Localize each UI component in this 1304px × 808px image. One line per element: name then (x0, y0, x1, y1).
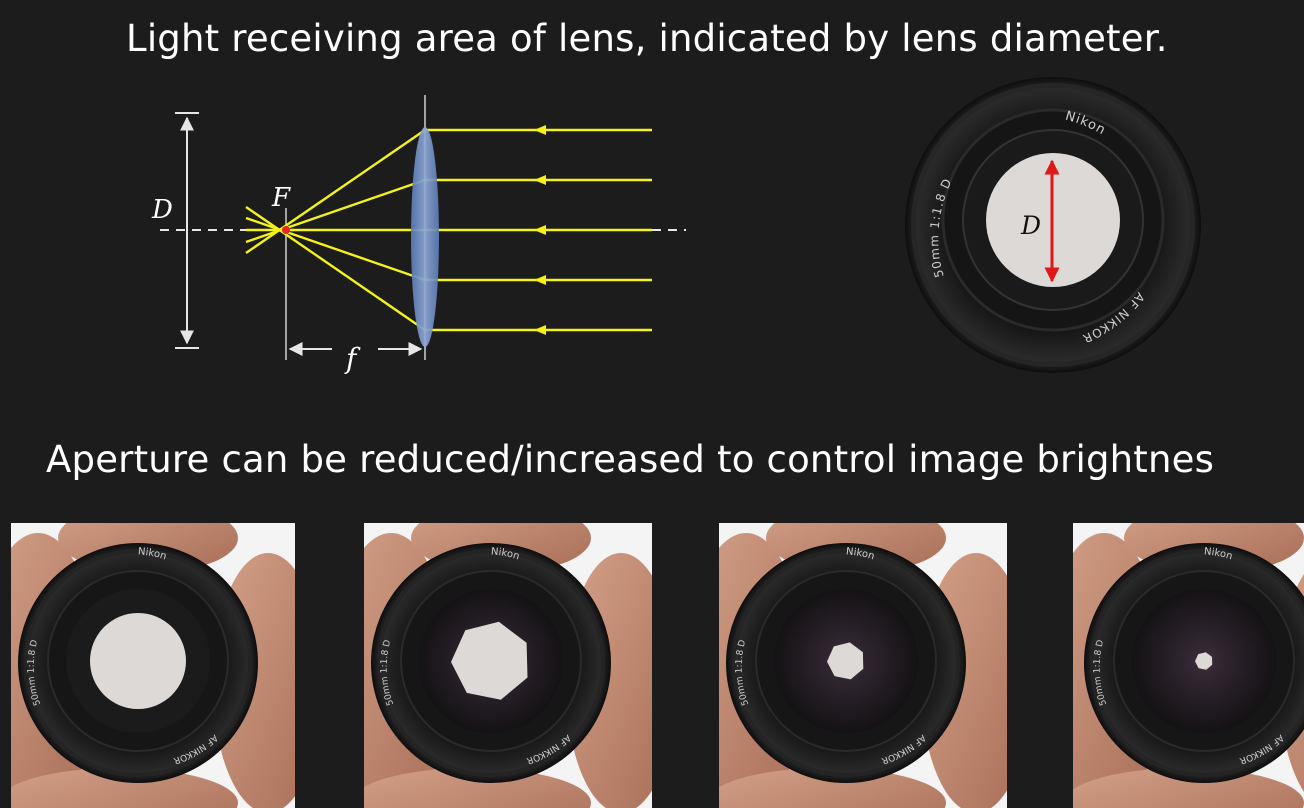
light-rays (245, 128, 652, 332)
aperture-opening (451, 621, 528, 700)
ray-4-refracted (245, 216, 426, 282)
optics-diagram: D f (151, 95, 686, 375)
hand-bottom (11, 768, 238, 808)
diameter-label: D (151, 195, 173, 225)
slide-title-bottom: Aperture can be reduced/increased to con… (46, 438, 1215, 481)
focal-point (282, 226, 290, 234)
hand-bottom (364, 768, 591, 808)
focal-point-label: F (271, 183, 291, 213)
aperture-opening (90, 613, 186, 709)
focal-length-label: f (344, 342, 361, 375)
lens-diameter-label: D (1020, 211, 1041, 240)
aperture-opening (1195, 652, 1213, 670)
lens-grip-ring (911, 83, 1195, 367)
hand-bottom (1073, 768, 1304, 808)
slide-title-top: Light receiving area of lens, indicated … (126, 17, 1168, 60)
lens-photo: D Nikon 50mm 1:1.8 D AF NIKKOR (905, 77, 1201, 373)
ray-5-refracted (245, 206, 426, 331)
aperture-opening (827, 642, 864, 680)
ray-direction-arrows (534, 125, 546, 335)
ray-2-refracted (245, 178, 426, 244)
hand-bottom (719, 768, 946, 808)
convex-lens (411, 127, 439, 347)
